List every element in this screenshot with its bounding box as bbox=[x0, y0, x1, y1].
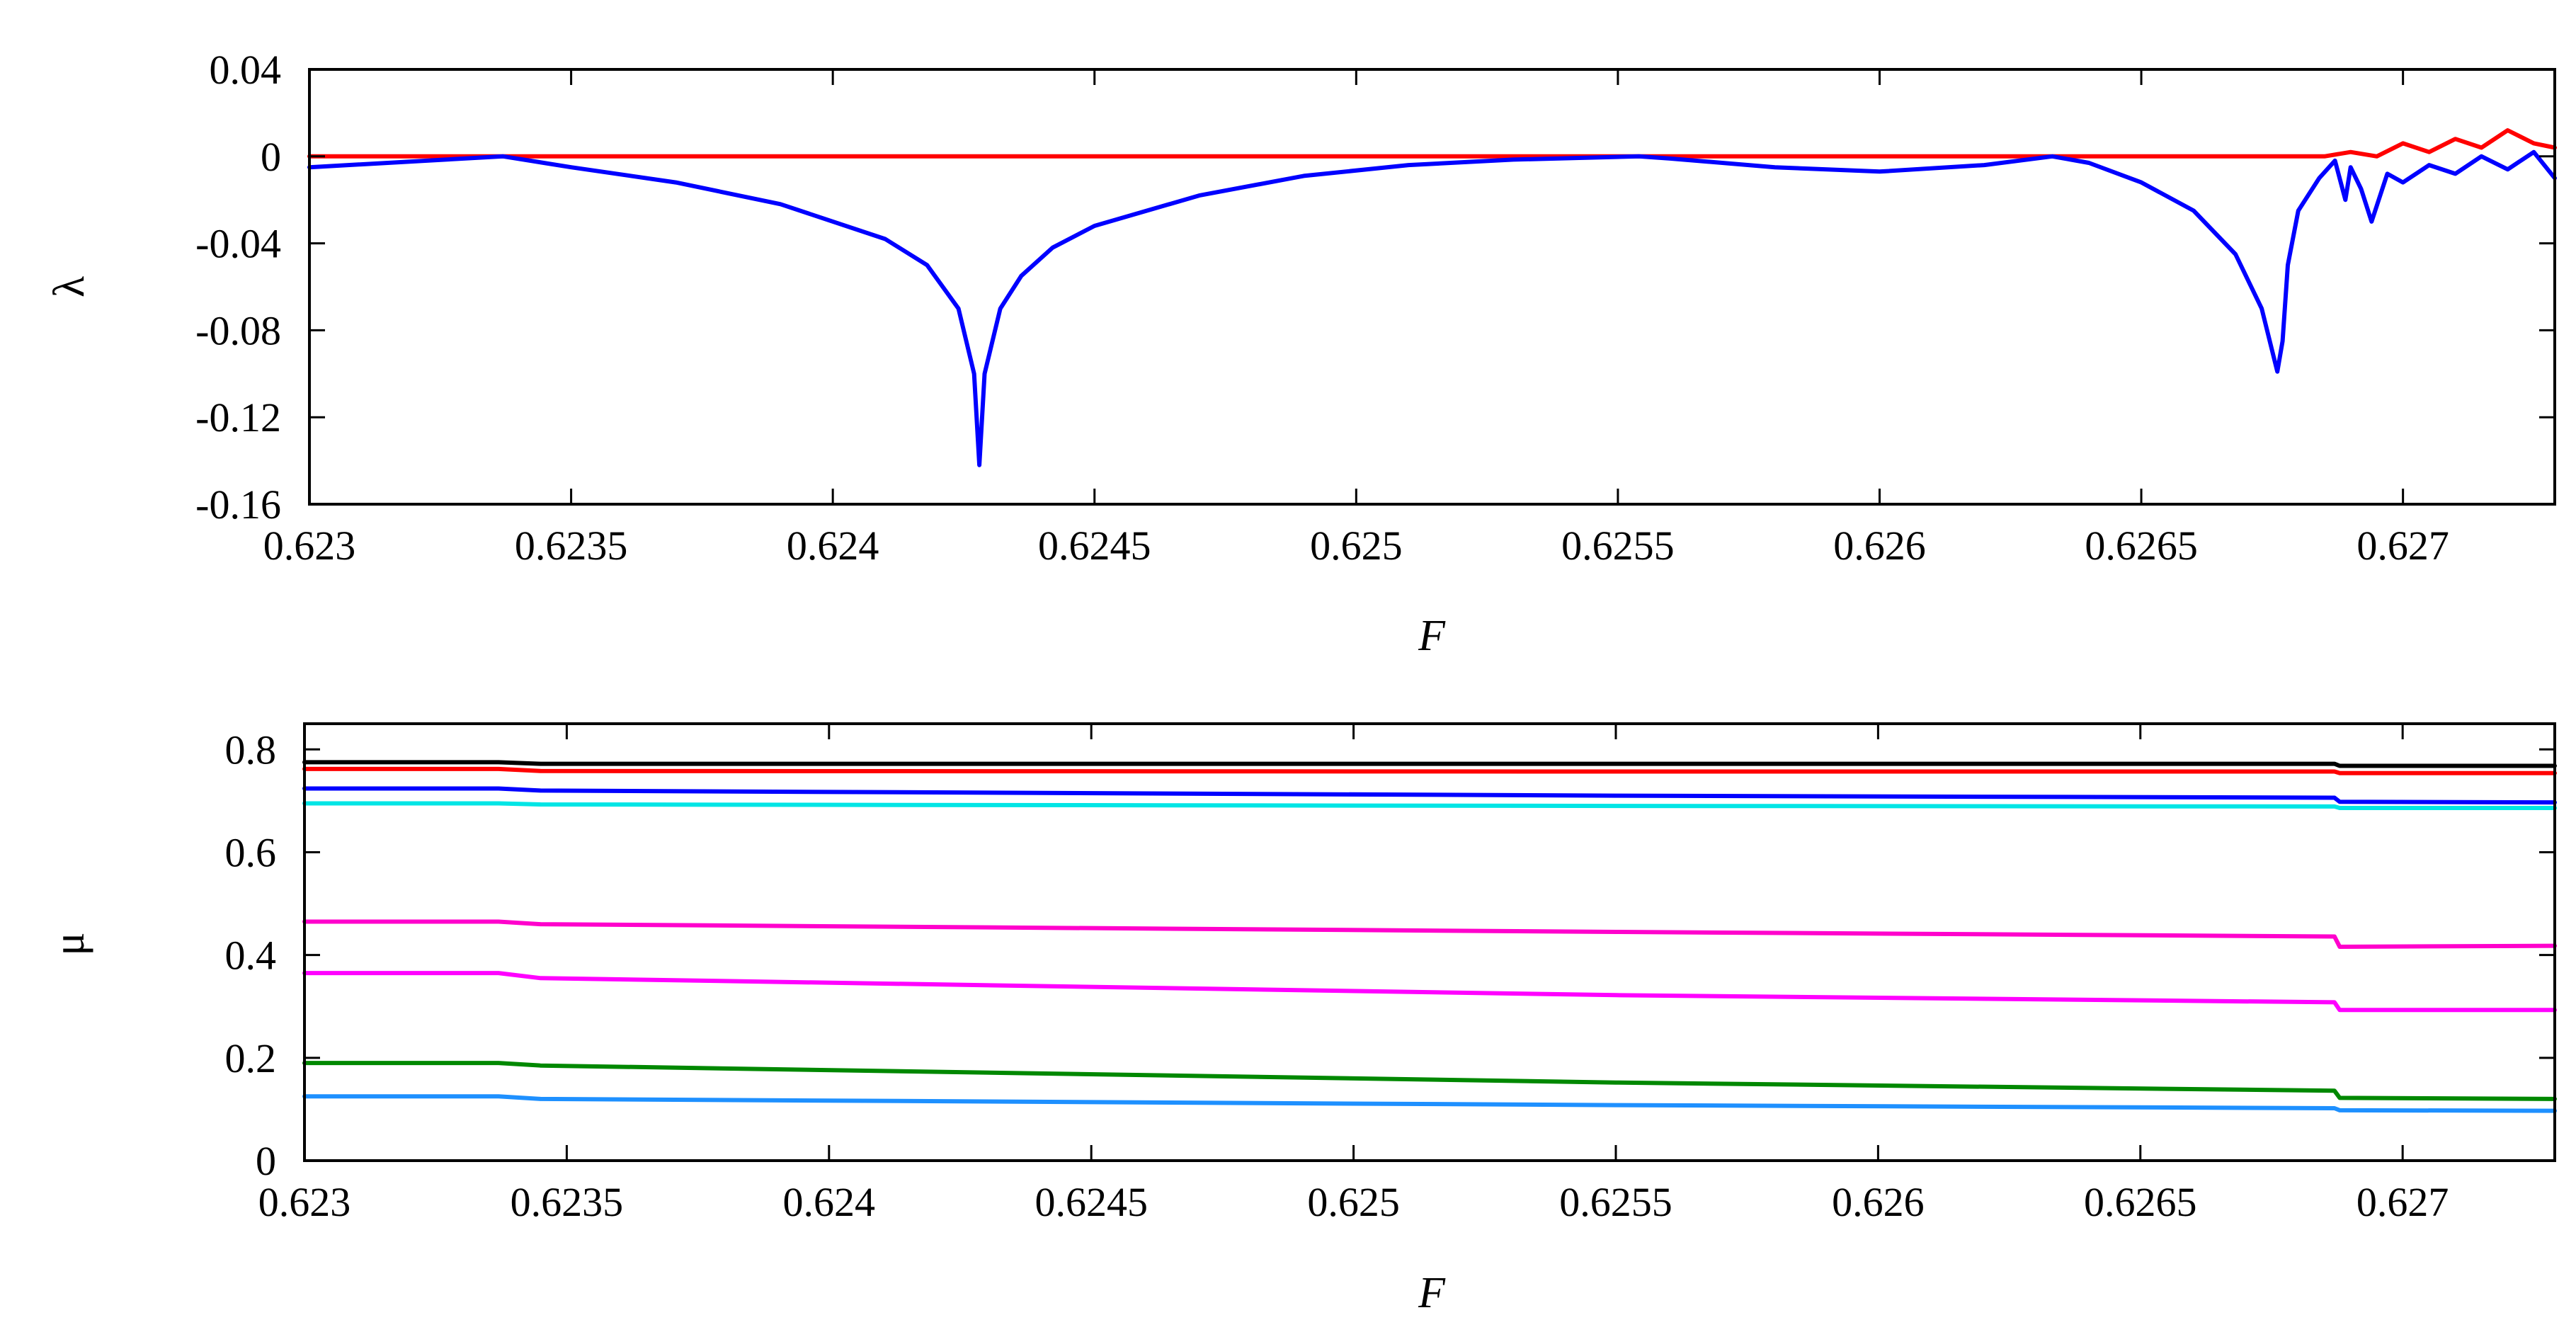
mu-x-tick-label: 0.6245 bbox=[1035, 1179, 1148, 1225]
mu-x-axis-title: F bbox=[1418, 1269, 1446, 1317]
lambda-panel: 0.623 0.6235 0.624 0.6245 0.625 0.6255 0.626 0.… bbox=[45, 47, 2557, 660]
lambda-x-tick-label: 0.625 bbox=[1310, 523, 1403, 569]
mu-series-line-7 bbox=[302, 1061, 2557, 1101]
mu-series-line-6 bbox=[302, 971, 2557, 1013]
lambda-x-tick-label: 0.6255 bbox=[1561, 523, 1675, 569]
lambda-plot-frame bbox=[308, 68, 2556, 506]
mu-x-ticks: 0.623 0.6235 0.624 0.6245 0.625 0.6255 0.626 0.… bbox=[258, 724, 2449, 1225]
mu-y-tick-label: 0.8 bbox=[225, 727, 277, 773]
lambda-y-axis-title: λ bbox=[45, 276, 93, 297]
lambda-y-tick-label: -0.16 bbox=[195, 482, 281, 528]
mu-y-tick-label: 0.6 bbox=[225, 829, 277, 875]
mu-y-tick-label: 0 bbox=[256, 1138, 276, 1184]
mu-series-line-8 bbox=[302, 1094, 2557, 1113]
lambda-x-tick-label: 0.624 bbox=[787, 523, 879, 569]
mu-x-tick-label: 0.6255 bbox=[1559, 1179, 1672, 1225]
mu-y-ticks: 0 0.2 0.4 0.6 0.8 bbox=[225, 727, 2555, 1184]
lambda-y-tick-label: -0.08 bbox=[195, 307, 281, 353]
mu-y-tick-label: 0.2 bbox=[225, 1035, 277, 1081]
mu-series-layer bbox=[302, 760, 2557, 1113]
lambda-y-tick-label: -0.04 bbox=[195, 221, 281, 267]
lambda-x-tick-label: 0.627 bbox=[2356, 523, 2449, 569]
mu-x-tick-label: 0.625 bbox=[1307, 1179, 1400, 1225]
lambda-y-ticks: 0.04 0 -0.04 -0.08 -0.12 -0.16 bbox=[195, 47, 2555, 528]
lambda-series-layer bbox=[307, 128, 2557, 467]
lambda-series-line-2 bbox=[307, 149, 2557, 467]
lambda-x-tick-label: 0.6245 bbox=[1038, 523, 1151, 569]
mu-series-line-1 bbox=[302, 760, 2557, 768]
mu-series-line-3 bbox=[302, 786, 2557, 805]
lambda-x-tick-label: 0.6235 bbox=[515, 523, 628, 569]
mu-x-tick-label: 0.627 bbox=[2356, 1179, 2449, 1225]
lambda-x-tick-label: 0.623 bbox=[263, 523, 356, 569]
mu-x-tick-label: 0.624 bbox=[783, 1179, 876, 1225]
mu-series-line-5 bbox=[302, 919, 2557, 949]
mu-series-line-4 bbox=[302, 801, 2557, 810]
mu-y-tick-label: 0.4 bbox=[225, 933, 277, 979]
mu-series-line-2 bbox=[302, 766, 2557, 775]
mu-y-axis-title: μ bbox=[45, 932, 93, 955]
mu-x-tick-label: 0.6235 bbox=[511, 1179, 624, 1225]
mu-x-tick-label: 0.623 bbox=[258, 1179, 351, 1225]
mu-plot-frame bbox=[303, 722, 2556, 1162]
lambda-x-tick-label: 0.626 bbox=[1833, 523, 1926, 569]
mu-panel: 0.623 0.6235 0.624 0.6245 0.625 0.6255 0.626 0.… bbox=[45, 722, 2557, 1317]
lambda-y-tick-label: 0.04 bbox=[210, 47, 282, 93]
mu-x-tick-label: 0.6265 bbox=[2084, 1179, 2197, 1225]
lambda-x-axis-title: F bbox=[1418, 612, 1446, 660]
mu-x-tick-label: 0.626 bbox=[1832, 1179, 1925, 1225]
lambda-series-line-1 bbox=[307, 128, 2557, 159]
lambda-x-ticks: 0.623 0.6235 0.624 0.6245 0.625 0.6255 0.626 0.… bbox=[263, 69, 2449, 569]
lambda-y-tick-label: -0.12 bbox=[195, 394, 281, 440]
lambda-y-tick-label: 0 bbox=[261, 134, 281, 180]
lambda-x-tick-label: 0.6265 bbox=[2085, 523, 2198, 569]
